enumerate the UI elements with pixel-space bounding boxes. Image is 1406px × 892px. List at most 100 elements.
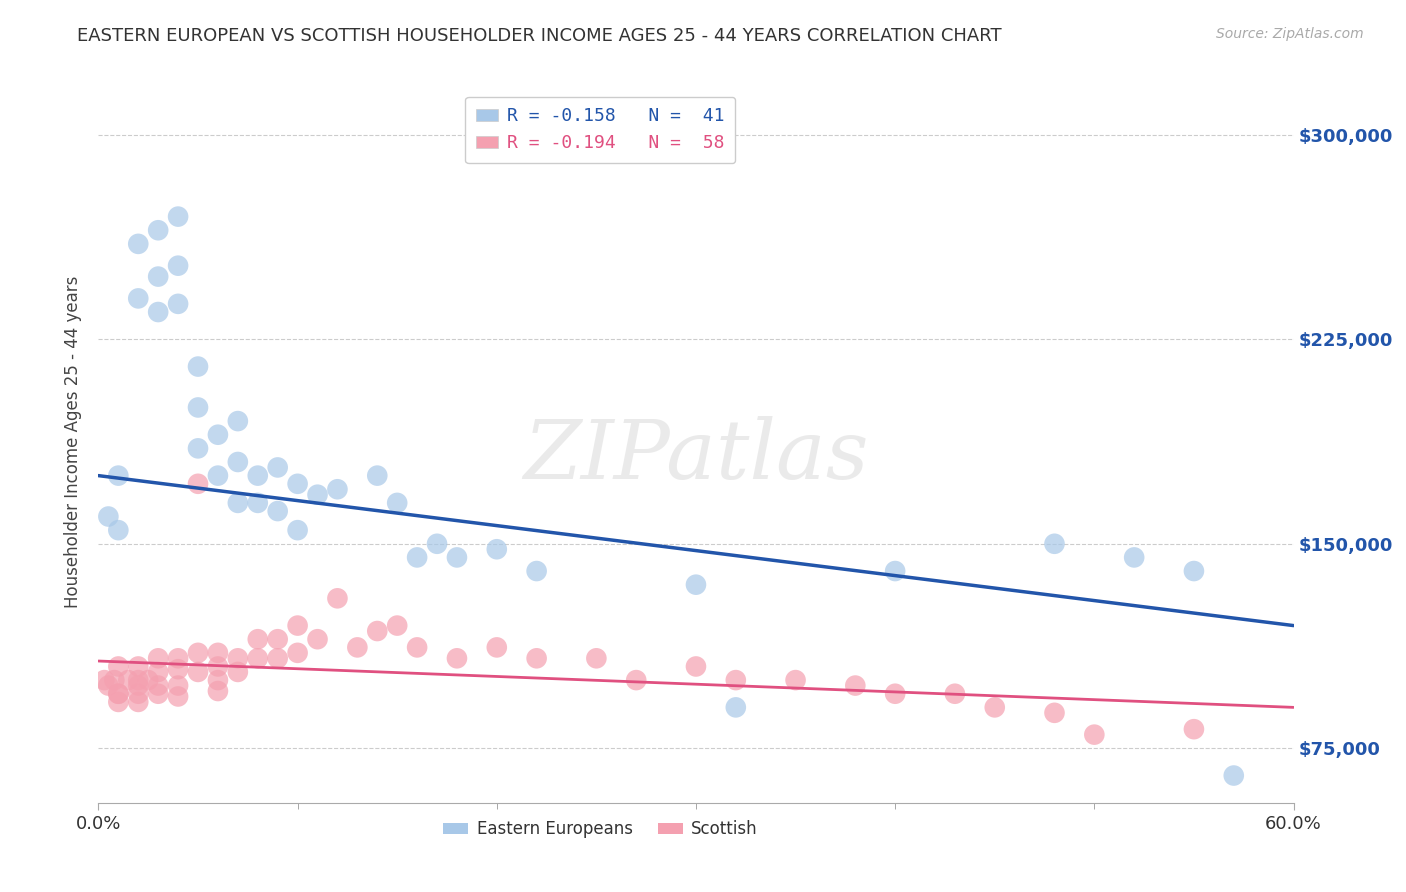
- Point: [267, 504, 290, 518]
- Point: [107, 687, 129, 701]
- Point: [187, 401, 209, 415]
- Point: [485, 640, 508, 655]
- Point: [148, 269, 170, 284]
- Point: [148, 651, 170, 665]
- Point: [844, 679, 866, 693]
- Point: [446, 550, 468, 565]
- Point: [97, 509, 120, 524]
- Point: [287, 646, 309, 660]
- Point: [785, 673, 807, 687]
- Point: [406, 550, 429, 565]
- Point: [1123, 550, 1146, 565]
- Point: [167, 210, 190, 224]
- Point: [326, 591, 349, 606]
- Point: [1182, 564, 1205, 578]
- Point: [1083, 728, 1105, 742]
- Point: [127, 673, 149, 687]
- Point: [107, 687, 129, 701]
- Point: [246, 651, 269, 665]
- Point: [207, 673, 229, 687]
- Point: [267, 651, 290, 665]
- Point: [187, 476, 209, 491]
- Point: [267, 460, 290, 475]
- Point: [107, 659, 129, 673]
- Point: [226, 496, 249, 510]
- Point: [246, 468, 269, 483]
- Point: [148, 305, 170, 319]
- Point: [884, 687, 907, 701]
- Point: [724, 673, 747, 687]
- Point: [167, 651, 190, 665]
- Point: [187, 442, 209, 456]
- Point: [148, 687, 170, 701]
- Point: [207, 468, 229, 483]
- Point: [287, 523, 309, 537]
- Text: ZIPatlas: ZIPatlas: [523, 416, 869, 496]
- Point: [127, 687, 149, 701]
- Point: [1182, 722, 1205, 736]
- Point: [127, 292, 149, 306]
- Point: [107, 523, 129, 537]
- Y-axis label: Householder Income Ages 25 - 44 years: Householder Income Ages 25 - 44 years: [65, 276, 83, 607]
- Point: [287, 476, 309, 491]
- Point: [127, 695, 149, 709]
- Point: [207, 646, 229, 660]
- Point: [187, 359, 209, 374]
- Point: [207, 659, 229, 673]
- Point: [943, 687, 966, 701]
- Point: [307, 632, 329, 647]
- Point: [366, 624, 388, 638]
- Point: [97, 679, 120, 693]
- Point: [103, 673, 125, 687]
- Point: [685, 659, 707, 673]
- Point: [485, 542, 508, 557]
- Point: [187, 646, 209, 660]
- Point: [167, 662, 190, 676]
- Point: [246, 632, 269, 647]
- Point: [426, 537, 449, 551]
- Point: [167, 297, 190, 311]
- Point: [246, 496, 269, 510]
- Point: [148, 223, 170, 237]
- Point: [127, 679, 149, 693]
- Point: [326, 482, 349, 496]
- Point: [226, 455, 249, 469]
- Point: [366, 468, 388, 483]
- Point: [1043, 706, 1066, 720]
- Point: [1043, 537, 1066, 551]
- Point: [526, 651, 548, 665]
- Point: [107, 695, 129, 709]
- Point: [127, 659, 149, 673]
- Point: [226, 651, 249, 665]
- Point: [107, 468, 129, 483]
- Point: [207, 427, 229, 442]
- Text: EASTERN EUROPEAN VS SCOTTISH HOUSEHOLDER INCOME AGES 25 - 44 YEARS CORRELATION C: EASTERN EUROPEAN VS SCOTTISH HOUSEHOLDER…: [77, 27, 1002, 45]
- Point: [526, 564, 548, 578]
- Point: [585, 651, 607, 665]
- Point: [267, 632, 290, 647]
- Point: [385, 496, 409, 510]
- Point: [685, 577, 707, 591]
- Point: [1223, 768, 1246, 782]
- Point: [626, 673, 648, 687]
- Point: [446, 651, 468, 665]
- Point: [884, 564, 907, 578]
- Text: Source: ZipAtlas.com: Source: ZipAtlas.com: [1216, 27, 1364, 41]
- Point: [287, 618, 309, 632]
- Point: [385, 618, 409, 632]
- Legend: Eastern Europeans, Scottish: Eastern Europeans, Scottish: [436, 814, 765, 845]
- Point: [724, 700, 747, 714]
- Point: [187, 665, 209, 679]
- Point: [167, 690, 190, 704]
- Point: [148, 679, 170, 693]
- Point: [167, 679, 190, 693]
- Point: [136, 673, 159, 687]
- Point: [148, 665, 170, 679]
- Point: [226, 665, 249, 679]
- Point: [117, 673, 139, 687]
- Point: [226, 414, 249, 428]
- Point: [167, 259, 190, 273]
- Point: [207, 684, 229, 698]
- Point: [127, 236, 149, 251]
- Point: [346, 640, 368, 655]
